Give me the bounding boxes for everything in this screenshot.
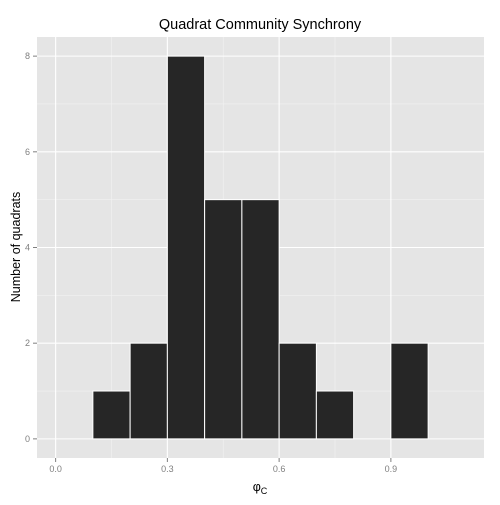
histogram-bar-9 bbox=[390, 342, 429, 440]
histogram-bar-1 bbox=[92, 390, 131, 440]
x-axis-label-symbol: φ bbox=[253, 480, 261, 494]
y-tick-label: 8 bbox=[25, 51, 30, 61]
histogram-bar-5 bbox=[241, 199, 280, 440]
chart-title: Quadrat Community Synchrony bbox=[159, 17, 362, 33]
y-tick-label: 0 bbox=[25, 434, 30, 444]
y-tick-label: 6 bbox=[25, 147, 30, 157]
x-tick-label: 0.0 bbox=[49, 464, 62, 474]
x-tick-label: 0.9 bbox=[385, 464, 398, 474]
x-tick-label: 0.3 bbox=[161, 464, 174, 474]
x-tick-label: 0.6 bbox=[273, 464, 286, 474]
y-axis-label: Number of quadrats bbox=[9, 192, 23, 302]
x-axis-label-subscript: C bbox=[261, 486, 268, 496]
y-tick-label: 4 bbox=[25, 243, 30, 253]
histogram-bar-6 bbox=[278, 342, 317, 440]
histogram-bar-3 bbox=[166, 55, 206, 440]
y-tick-label: 2 bbox=[25, 338, 30, 348]
x-axis-label: φC bbox=[253, 480, 268, 496]
histogram-bar-4 bbox=[204, 199, 243, 440]
histogram-bar-7 bbox=[315, 390, 355, 440]
histogram-bar-2 bbox=[129, 342, 168, 440]
